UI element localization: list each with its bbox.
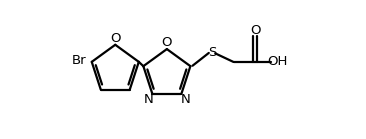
Text: O: O <box>162 36 172 49</box>
Text: O: O <box>250 24 260 37</box>
Text: S: S <box>208 46 216 59</box>
Text: N: N <box>180 93 190 106</box>
Text: O: O <box>110 32 120 45</box>
Text: N: N <box>143 93 153 106</box>
Text: Br: Br <box>72 54 87 67</box>
Text: OH: OH <box>268 55 288 69</box>
